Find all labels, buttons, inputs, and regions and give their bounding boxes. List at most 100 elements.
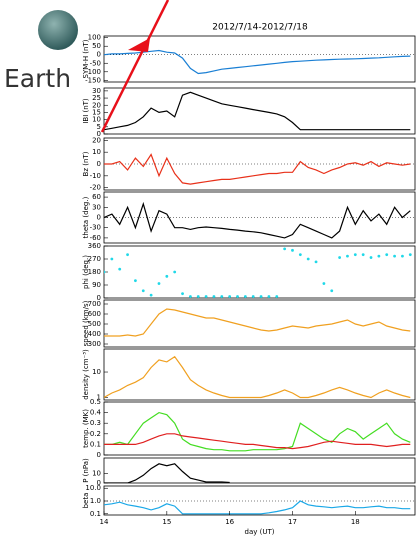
earth-label: Earth: [4, 64, 71, 93]
point: [126, 253, 129, 257]
y-tick-label: 0.1: [90, 510, 101, 518]
y-tick-label: 25: [92, 94, 101, 102]
y-tick-label: 600: [88, 310, 101, 318]
y-axis-label: theta (deg.): [82, 196, 90, 238]
point: [228, 295, 232, 298]
panel-frame: [103, 87, 416, 135]
point: [408, 253, 412, 257]
series-line: [104, 463, 230, 483]
y-tick-label: 60: [92, 193, 101, 201]
point: [322, 282, 326, 285]
y-tick-label: -150: [85, 76, 101, 84]
point: [204, 295, 208, 298]
point: [173, 270, 177, 274]
y-tick-label: -20: [90, 184, 101, 192]
y-axis-label: speed (km/s): [82, 300, 90, 346]
x-tick-label: 15: [162, 518, 171, 526]
point: [369, 256, 373, 259]
y-tick-label: 0: [97, 160, 101, 168]
y-tick-label: 10: [92, 148, 101, 156]
point: [346, 254, 349, 258]
point: [330, 289, 334, 293]
point: [267, 295, 271, 298]
y-tick-label: 360: [88, 242, 101, 250]
point: [181, 292, 184, 296]
y-tick-label: 1: [97, 394, 101, 402]
y-tick-label: 0: [97, 479, 101, 487]
point: [110, 257, 114, 261]
y-tick-label: 5: [97, 123, 101, 131]
point: [104, 270, 106, 274]
series-line: [104, 153, 411, 185]
y-tick-label: 100: [88, 34, 101, 42]
point: [141, 289, 145, 293]
y-tick-label: 30: [92, 203, 101, 211]
series-line: [104, 49, 411, 75]
point: [385, 253, 389, 257]
series-line: [104, 355, 411, 399]
y-tick-label: 0.1: [90, 440, 101, 448]
point: [338, 256, 342, 259]
point: [275, 295, 279, 298]
point: [220, 295, 224, 298]
y-tick-label: 500: [88, 320, 101, 328]
y-axis-label: P (nPa): [82, 458, 90, 483]
series-line: [104, 201, 411, 239]
y-tick-label: -50: [90, 59, 101, 67]
y-tick-label: -10: [90, 172, 101, 180]
y-tick-label: 10.0: [85, 484, 101, 492]
x-tick-label: 16: [225, 518, 234, 526]
point: [401, 254, 404, 258]
y-axis-label: Bz (nT): [82, 151, 90, 176]
point: [212, 295, 216, 298]
series-line: [104, 411, 411, 452]
point: [361, 253, 365, 257]
y-tick-label: 10: [92, 116, 101, 124]
y-tick-label: 0.4: [90, 409, 102, 417]
y-tick-label: -100: [85, 68, 101, 76]
y-tick-label: 400: [88, 330, 101, 338]
y-axis-label: SYM-H (nT): [82, 39, 90, 78]
series-line: [104, 91, 411, 131]
y-tick-label: 0: [97, 451, 101, 459]
y-tick-label: -60: [90, 234, 101, 242]
y-tick-label: 1.0: [90, 497, 101, 505]
point: [298, 253, 302, 257]
y-axis-label: beta: [82, 493, 90, 509]
panel-frame: [103, 485, 416, 516]
y-axis-label: density (cm⁻³): [82, 349, 90, 400]
x-tick-label: 17: [288, 518, 297, 526]
y-tick-label: 20: [92, 101, 101, 109]
point: [314, 260, 318, 264]
y-tick-label: 270: [88, 255, 101, 263]
point: [251, 295, 255, 298]
point: [165, 274, 169, 278]
y-tick-label: 180: [88, 268, 101, 276]
x-tick-label: 14: [100, 518, 109, 526]
y-axis-label: IBI (nT): [82, 98, 90, 124]
y-tick-label: 700: [88, 300, 101, 308]
y-tick-label: 0.3: [90, 419, 101, 427]
x-axis-label: day (UT): [245, 528, 275, 536]
panel-frame: [103, 457, 416, 484]
y-tick-label: -30: [90, 224, 101, 232]
point: [118, 267, 122, 271]
panel-frame: [103, 299, 416, 348]
series-line: [104, 308, 411, 337]
earth-icon: [38, 10, 78, 50]
point: [291, 248, 294, 252]
y-tick-label: 300: [88, 340, 101, 348]
y-tick-label: 30: [92, 87, 101, 95]
pointer-line: [100, 0, 170, 133]
point: [353, 253, 357, 257]
point: [236, 295, 239, 298]
panel-frame: [103, 35, 416, 83]
y-tick-label: 15: [92, 108, 101, 116]
y-tick-label: 0: [97, 214, 101, 222]
point: [243, 295, 247, 298]
point: [134, 279, 137, 283]
point: [157, 282, 161, 285]
point: [188, 295, 192, 298]
series-line: [104, 500, 411, 515]
